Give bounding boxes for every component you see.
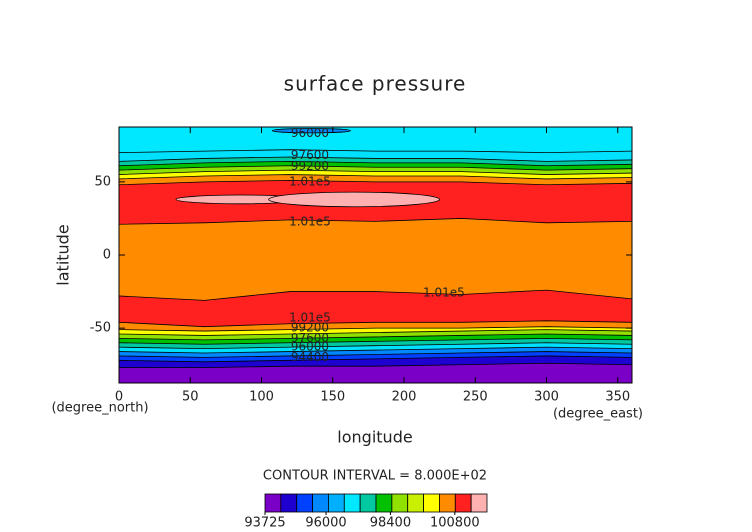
contour-line — [119, 342, 632, 350]
band — [119, 127, 632, 153]
chart-title: surface pressure — [284, 72, 467, 96]
colorbar-box — [454, 493, 472, 513]
contour-label: 1.01e5 — [289, 174, 331, 188]
colorbar-label: 98400 — [370, 516, 411, 531]
colorbar-box — [391, 493, 409, 513]
contour-label: 1.01e5 — [423, 286, 465, 300]
colorbar-box — [375, 493, 393, 513]
contour-label: 96000 — [291, 126, 329, 140]
band — [119, 342, 632, 354]
colorbar-box — [280, 493, 298, 513]
band — [119, 363, 632, 383]
band — [119, 329, 632, 340]
y-axis-label: latitude — [54, 224, 73, 285]
contour-line — [119, 179, 632, 186]
band — [119, 218, 632, 301]
x-unit: (degree_east) — [553, 407, 643, 422]
x-tick-label: 350 — [605, 390, 630, 405]
band — [119, 333, 632, 345]
y-unit: (degree_north) — [51, 401, 148, 416]
contour-line — [119, 320, 632, 328]
contour-line — [119, 160, 632, 167]
contour-line — [119, 165, 632, 171]
colorbar: 93725 96000 98400 100800 — [244, 493, 488, 531]
plot-area: 9600097600992001.01e51.01e51.01e51.01e59… — [90, 126, 633, 405]
band — [119, 290, 632, 327]
x-tick-label: 100 — [249, 390, 274, 405]
contour-line — [119, 149, 632, 154]
contour-line — [119, 174, 632, 180]
y-tick-label: 0 — [103, 248, 111, 263]
contour-line — [119, 326, 632, 332]
band — [119, 165, 632, 175]
band — [119, 149, 632, 162]
x-axis-label: longitude — [337, 428, 412, 447]
band — [119, 161, 632, 171]
x-tick-label: 50 — [182, 390, 199, 405]
x-tick-label: 250 — [463, 390, 488, 405]
band — [119, 320, 632, 332]
band — [119, 326, 632, 336]
contour-label: 1.01e5 — [289, 310, 331, 324]
contour-line — [119, 289, 632, 301]
colorbar-box — [312, 493, 329, 513]
band — [119, 355, 632, 368]
x-tick-label: 0 — [115, 390, 123, 405]
contour-label: 97600 — [291, 148, 329, 162]
band — [119, 351, 632, 362]
colorbar-box — [264, 493, 282, 513]
colorbar-box — [407, 493, 424, 513]
colorbar-box — [359, 493, 377, 513]
contour-line — [119, 346, 632, 354]
contour-fill: 9600097600992001.01e51.01e51.01e51.01e59… — [119, 126, 632, 383]
patch — [268, 191, 441, 208]
band — [119, 347, 632, 358]
band — [119, 338, 632, 349]
contour-label: 94400 — [291, 350, 329, 364]
contour-label: 99200 — [291, 159, 329, 173]
colorbar-label: 100800 — [430, 516, 480, 531]
colorbar-box — [439, 493, 456, 513]
x-tick-label: 150 — [320, 390, 345, 405]
contour-line — [119, 355, 632, 363]
contour-line — [119, 156, 632, 162]
band — [119, 174, 632, 185]
contour-line — [119, 333, 632, 341]
colorbar-label: 96000 — [305, 516, 346, 531]
contour-label: 99200 — [291, 321, 329, 335]
band — [119, 156, 632, 166]
y-tick-label: -50 — [90, 321, 111, 336]
y-tick-label: 50 — [94, 174, 111, 189]
colorbar-box — [296, 493, 313, 513]
x-tick-label: 200 — [392, 390, 417, 405]
colorbar-box — [343, 493, 361, 513]
contour-line — [119, 218, 632, 225]
contour-line — [119, 329, 632, 336]
contour-interval: CONTOUR INTERVAL = 8.000E+02 — [263, 469, 487, 484]
colorbar-label: 93725 — [244, 516, 285, 531]
colorbar-box — [423, 493, 440, 513]
x-tick-label: 300 — [534, 390, 559, 405]
colorbar-box — [470, 493, 488, 513]
contour-line — [119, 169, 632, 175]
contour-line — [119, 351, 632, 358]
band — [119, 170, 632, 179]
contour-label: 97600 — [291, 331, 329, 345]
contour-label: 1.01e5 — [289, 215, 331, 229]
contour-line — [119, 337, 632, 345]
colorbar-box — [328, 493, 345, 513]
contour-line — [119, 362, 632, 369]
patch — [271, 128, 351, 134]
contour-label: 96000 — [291, 340, 329, 354]
